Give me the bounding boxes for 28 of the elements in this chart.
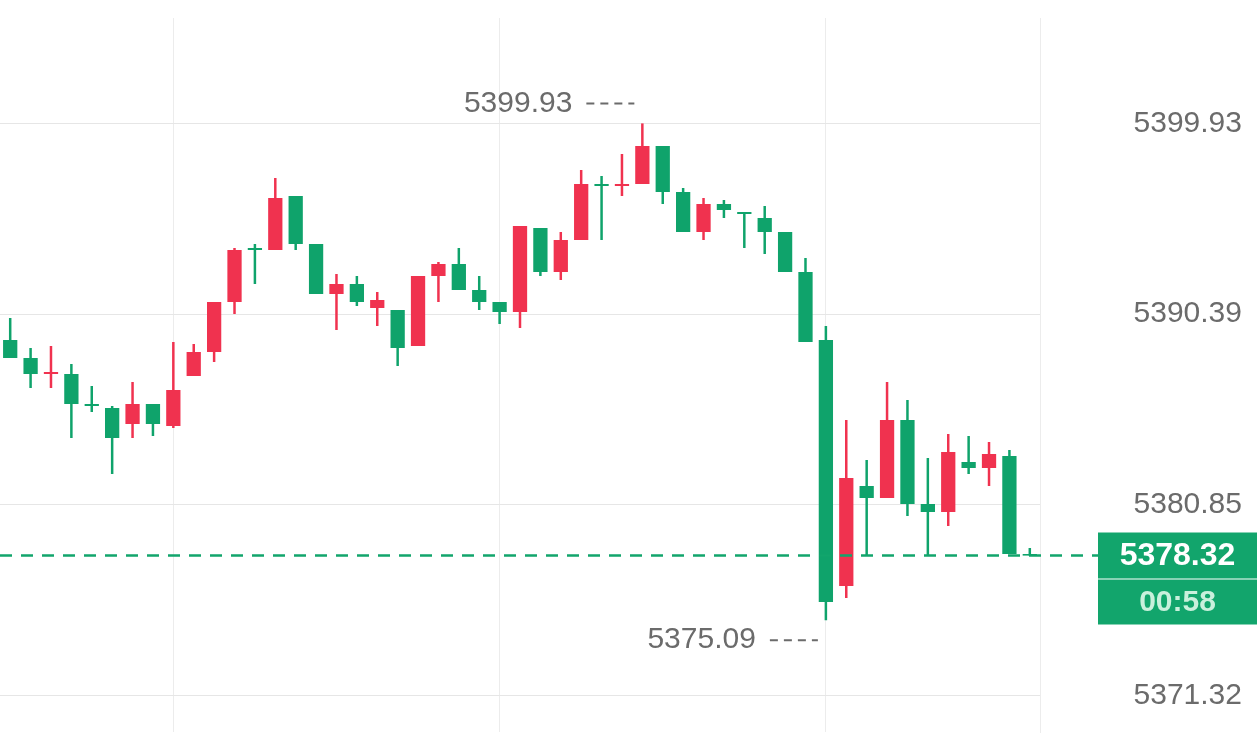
annotation: 5375.09: [647, 621, 756, 655]
candlestick: [594, 174, 609, 242]
candlestick: [431, 260, 446, 304]
candlestick: [329, 272, 344, 332]
candlestick: [961, 434, 976, 476]
text: 00:58: [1139, 583, 1216, 617]
candlestick: [145, 402, 161, 438]
candlestick: [186, 342, 201, 378]
ref-line-label: 5378.32: [1119, 536, 1236, 573]
candlestick: [757, 204, 772, 256]
candlestick: [43, 344, 59, 390]
y-tick-label: 5399.93: [1133, 104, 1242, 138]
candlestick: [349, 274, 364, 308]
candlestick: [3, 316, 18, 360]
candlestick: [370, 290, 385, 328]
candlestick: [472, 274, 487, 312]
candlestick: [84, 384, 99, 414]
annotation: 5399.93: [463, 84, 573, 118]
candlestick: [614, 152, 630, 198]
y-tick-label: 5390.39: [1133, 295, 1242, 329]
candlestick: [125, 380, 140, 440]
candlestick: [492, 300, 507, 326]
y-tick-label: 5371.32: [1133, 676, 1242, 710]
candlestick: [981, 440, 997, 488]
candlestick: [247, 242, 263, 286]
y-tick-label: 5380.85: [1133, 486, 1242, 520]
candlestick: [23, 346, 38, 390]
candlestick: [737, 210, 752, 250]
